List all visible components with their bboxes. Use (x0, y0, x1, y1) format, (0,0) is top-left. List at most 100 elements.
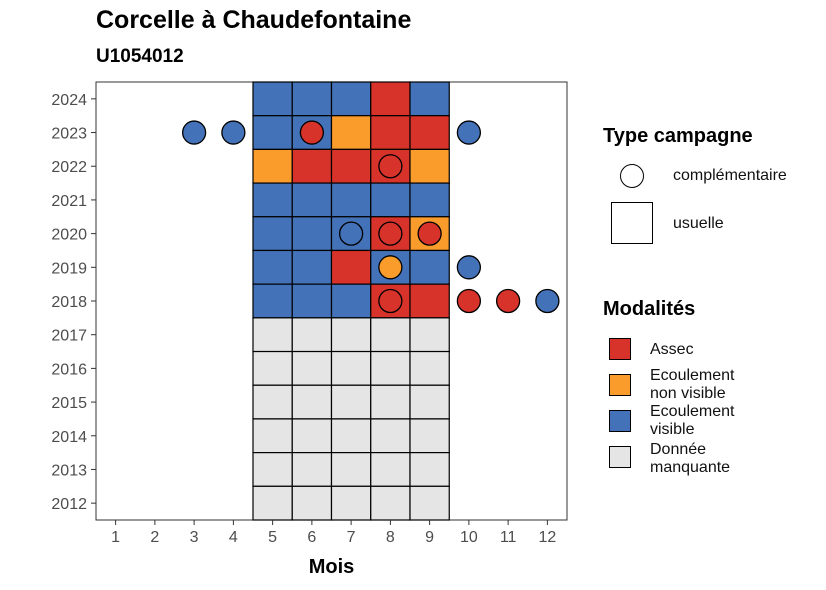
tile-2019-6 (291, 249, 333, 285)
legend-label-assec: Assec (650, 341, 694, 358)
point-2019-8 (378, 255, 403, 280)
tile-2024-9 (409, 81, 450, 117)
tile-2012-8 (370, 485, 411, 521)
tile-2013-9 (409, 452, 450, 487)
tile-2024-8 (370, 81, 411, 117)
tile-2014-9 (409, 418, 450, 454)
tile-2023-5 (252, 115, 293, 150)
tile-2020-6 (291, 216, 333, 252)
legend-type-label-usuelle: usuelle (673, 215, 724, 232)
tile-2015-8 (370, 384, 411, 420)
y-tick-label-2021: 2021 (51, 193, 87, 210)
legend-swatch-ecoulement-visible (609, 410, 631, 432)
x-tick-label-6: 6 (307, 529, 316, 546)
tile-2019-7 (330, 249, 372, 285)
point-2023-4 (221, 120, 246, 145)
tile-2021-8 (370, 182, 411, 218)
point-2018-12 (535, 288, 560, 314)
point-2018-11 (495, 288, 521, 314)
tile-2013-5 (252, 452, 293, 487)
y-tick-label-2014: 2014 (51, 429, 87, 446)
tile-2018-9 (409, 283, 450, 319)
tile-2024-7 (330, 81, 372, 117)
x-tick-label-7: 7 (347, 529, 356, 546)
x-tick-label-11: 11 (500, 529, 517, 546)
x-tick-label-5: 5 (268, 529, 277, 546)
y-tick-label-2016: 2016 (51, 361, 87, 378)
tile-2016-5 (252, 350, 293, 386)
tile-2021-9 (409, 182, 450, 218)
point-2019-10 (456, 255, 482, 280)
point-2018-10 (456, 288, 482, 314)
chart-title: Corcelle à Chaudefontaine (96, 6, 412, 34)
tile-2017-8 (370, 317, 411, 353)
tile-2020-5 (252, 216, 293, 252)
tile-2016-6 (291, 350, 333, 386)
tile-2012-5 (252, 485, 293, 521)
tile-2023-9 (409, 115, 450, 150)
y-tick-label-2019: 2019 (51, 260, 87, 277)
tile-2016-8 (370, 350, 411, 386)
legend-swatch-ecoulement-non-visible (609, 374, 631, 396)
x-tick-label-10: 10 (460, 529, 478, 546)
y-tick-label-2020: 2020 (51, 227, 87, 244)
point-2020-8 (378, 221, 403, 246)
tile-2024-5 (252, 81, 293, 117)
tile-2016-9 (409, 350, 450, 386)
legend-square-symbol (611, 202, 653, 244)
tile-2015-5 (252, 384, 293, 420)
legend-circle-symbol (620, 164, 644, 188)
chart-subtitle: U1054012 (96, 46, 184, 67)
tile-2018-7 (330, 283, 372, 319)
legend-type-title: Type campagne (603, 125, 753, 147)
tile-2012-7 (330, 485, 372, 521)
point-2020-9 (417, 221, 442, 246)
tile-2017-5 (252, 317, 293, 353)
tile-2021-6 (291, 182, 333, 218)
tile-2019-5 (252, 249, 293, 285)
legend-modalites-title: Modalités (603, 298, 696, 320)
point-2018-8 (378, 288, 403, 314)
x-tick-label-9: 9 (425, 529, 434, 546)
x-tick-label-4: 4 (229, 529, 238, 546)
tile-2022-7 (330, 148, 372, 184)
x-axis-label: Mois (309, 556, 355, 578)
point-2020-7 (338, 221, 364, 246)
tile-2021-5 (252, 182, 293, 218)
x-tick-label-8: 8 (386, 529, 395, 546)
tile-2015-9 (409, 384, 450, 420)
tile-2014-8 (370, 418, 411, 454)
tile-2018-5 (252, 283, 293, 319)
legend-type-label-complementaire: complémentaire (673, 167, 787, 184)
y-tick-label-2024: 2024 (51, 92, 87, 109)
tile-2015-7 (330, 384, 372, 420)
tile-2015-6 (291, 384, 333, 420)
point-2022-8 (378, 154, 403, 179)
tile-2012-6 (291, 485, 333, 521)
y-tick-label-2018: 2018 (51, 294, 87, 311)
legend-swatch-assec (609, 338, 631, 360)
y-tick-label-2012: 2012 (51, 496, 87, 513)
tile-2017-6 (291, 317, 333, 353)
tile-2024-6 (291, 81, 333, 117)
tile-2014-5 (252, 418, 293, 454)
y-tick-label-2013: 2013 (51, 462, 87, 479)
legend-label-ecoulement-visible: Ecoulement visible (650, 403, 735, 438)
point-2023-6 (299, 120, 325, 145)
x-tick-label-3: 3 (190, 529, 199, 546)
y-tick-label-2017: 2017 (51, 328, 87, 345)
x-tick-label-1: 1 (111, 529, 120, 546)
tile-2017-9 (409, 317, 450, 353)
legend-label-ecoulement-non-visible: Ecoulement non visible (650, 367, 735, 402)
legend-label-donnee-manquante: Donnée manquante (650, 441, 731, 476)
x-tick-label-12: 12 (538, 529, 556, 546)
y-tick-label-2022: 2022 (51, 159, 87, 176)
tile-2023-8 (370, 115, 411, 150)
tile-2016-7 (330, 350, 372, 386)
tile-2013-7 (330, 452, 372, 487)
y-tick-label-2023: 2023 (51, 126, 87, 143)
tile-2018-6 (291, 283, 333, 319)
tile-2014-7 (330, 418, 372, 454)
tile-2012-9 (409, 485, 450, 521)
